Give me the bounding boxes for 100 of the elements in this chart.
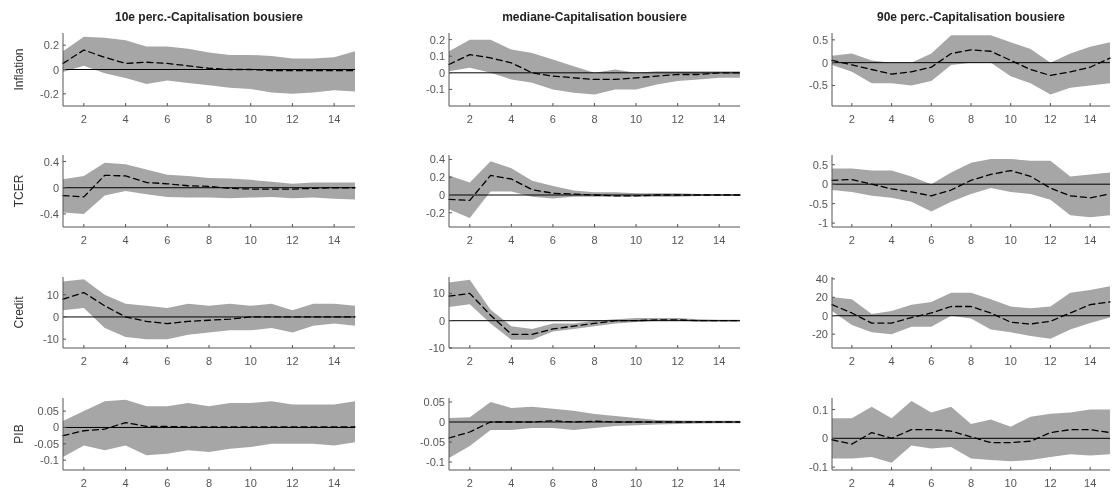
x-tick-label: 10 (629, 477, 643, 489)
y-tick-label: -10 (429, 342, 445, 354)
y-tick-label: -0.1 (426, 83, 445, 96)
x-tick-label: 12 (286, 234, 299, 246)
y-axis-title: Credit (12, 295, 26, 329)
x-tick-label: 8 (591, 234, 598, 246)
x-tick-label: 8 (591, 477, 598, 489)
y-tick-label: 0 (821, 56, 828, 69)
x-tick-label: 12 (1044, 355, 1057, 367)
x-tick-label: 4 (508, 477, 515, 489)
x-tick-label: 8 (967, 477, 975, 489)
x-tick-label: 6 (164, 477, 171, 489)
x-tick-label: 2 (80, 477, 87, 489)
x-tick-label: 12 (286, 355, 299, 367)
y-tick-label: 0.5 (812, 33, 828, 46)
x-tick-label: 6 (928, 477, 935, 489)
x-tick-label: 14 (328, 234, 341, 246)
y-axis-title: Inflation (12, 48, 26, 91)
x-tick-label: 4 (122, 477, 129, 489)
x-tick-label: 14 (713, 355, 726, 367)
x-tick-label: 6 (549, 113, 556, 125)
x-tick-label: 8 (591, 355, 598, 367)
x-tick-label: 6 (549, 477, 556, 489)
y-tick-label: -0.1 (40, 454, 59, 467)
x-tick-label: 2 (466, 234, 473, 246)
y-tick-label: 0 (52, 421, 59, 434)
y-tick-label: 0 (438, 314, 445, 327)
x-tick-label: 14 (1084, 477, 1097, 489)
x-tick-label: 14 (328, 477, 341, 489)
x-tick-label: 12 (286, 113, 299, 125)
x-tick-label: 10 (244, 234, 257, 246)
y-tick-label: 0 (821, 432, 828, 445)
x-tick-label: 4 (122, 113, 129, 125)
x-tick-label: 8 (967, 355, 975, 367)
x-tick-label: 2 (466, 477, 473, 489)
y-tick-label: 40 (815, 272, 828, 285)
y-axis-title: PIB (12, 424, 26, 444)
y-tick-label: 0.2 (429, 171, 445, 184)
y-tick-label: 0.4 (43, 155, 59, 168)
y-axis-title: TCER (12, 174, 26, 208)
x-tick-label: 8 (205, 113, 213, 125)
x-tick-label: 4 (888, 113, 895, 125)
x-tick-label: 4 (508, 234, 515, 246)
x-tick-label: 10 (629, 113, 643, 125)
y-tick-label: 0 (52, 310, 59, 323)
x-tick-label: 4 (122, 355, 129, 367)
x-tick-label: 12 (1044, 477, 1057, 489)
x-tick-label: 2 (466, 355, 473, 367)
x-tick-label: 10 (629, 234, 643, 246)
x-tick-label: 8 (205, 234, 213, 246)
y-tick-label: 0 (52, 181, 59, 194)
x-tick-label: 14 (1084, 113, 1097, 125)
x-tick-label: 10 (244, 113, 257, 125)
x-tick-label: 2 (466, 113, 473, 125)
x-tick-label: 10 (629, 355, 643, 367)
y-tick-label: -0.1 (426, 456, 445, 468)
y-tick-label: 0.2 (429, 33, 445, 46)
x-tick-label: 2 (80, 355, 87, 367)
y-tick-label: -1 (818, 217, 828, 230)
x-tick-label: 14 (1084, 355, 1097, 367)
x-tick-label: 6 (928, 355, 935, 367)
x-tick-label: 2 (848, 477, 855, 489)
x-tick-label: 10 (1004, 477, 1017, 489)
x-tick-label: 6 (549, 355, 556, 367)
y-tick-label: 10 (46, 288, 59, 301)
x-tick-label: 10 (244, 477, 257, 489)
x-tick-label: 12 (671, 234, 684, 246)
x-tick-label: 14 (713, 234, 726, 246)
x-tick-label: 10 (1004, 113, 1017, 125)
line-series (831, 301, 1111, 325)
x-tick-label: 14 (713, 113, 726, 125)
y-tick-label: 0.05 (423, 396, 445, 408)
x-tick-label: 12 (1044, 234, 1057, 246)
chart-title: mediane-Capitalisation bousiere (502, 10, 688, 24)
x-tick-label: 6 (928, 234, 935, 246)
x-tick-label: 6 (928, 113, 935, 125)
y-tick-label: 0 (52, 63, 59, 76)
y-tick-label: 0.2 (43, 39, 59, 52)
y-tick-label: 0.4 (429, 153, 445, 166)
x-tick-label: 12 (1044, 113, 1057, 125)
x-tick-label: 10 (244, 355, 257, 367)
x-tick-label: 14 (1084, 234, 1097, 246)
y-tick-label: 0 (821, 309, 828, 322)
y-tick-label: -10 (43, 333, 59, 346)
x-tick-label: 4 (122, 234, 129, 246)
x-tick-label: 4 (888, 355, 895, 367)
x-tick-label: 14 (713, 477, 726, 489)
y-tick-label: 20 (815, 291, 828, 304)
y-tick-label: 0 (438, 416, 445, 428)
x-tick-label: 12 (671, 477, 684, 489)
x-tick-label: 12 (286, 477, 299, 489)
y-tick-label: 0.05 (37, 405, 59, 418)
y-tick-label: 0 (821, 178, 828, 191)
x-tick-label: 14 (328, 355, 341, 367)
x-tick-label: 10 (1004, 234, 1017, 246)
x-tick-label: 12 (671, 113, 684, 125)
x-tick-label: 4 (508, 113, 515, 125)
y-tick-label: -20 (812, 328, 828, 341)
y-tick-label: 0.1 (429, 50, 445, 63)
y-tick-label: 0.1 (812, 403, 828, 416)
